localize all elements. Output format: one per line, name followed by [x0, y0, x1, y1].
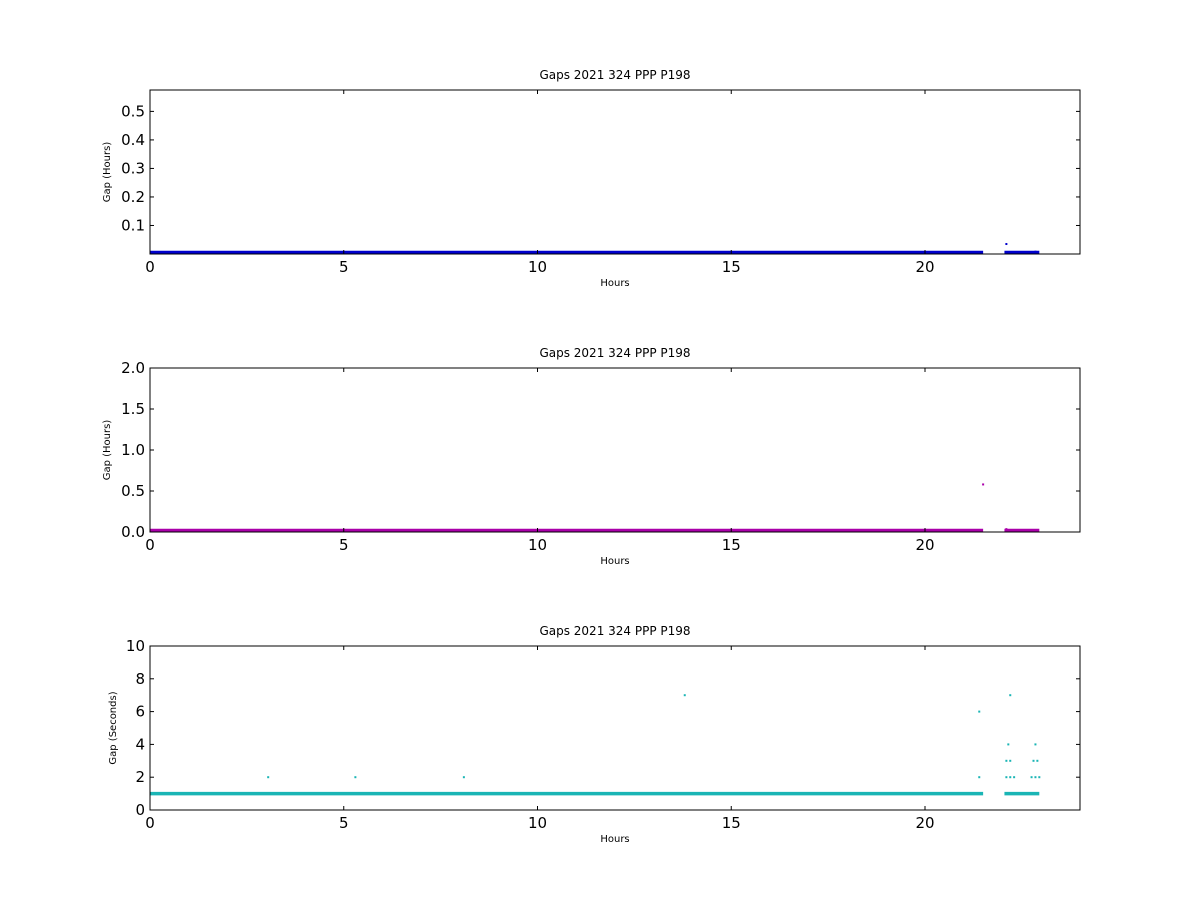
y-tick-label: 8	[135, 670, 145, 688]
data-point	[982, 483, 985, 486]
data-point	[354, 776, 357, 779]
data-point	[1013, 776, 1016, 779]
y-tick-label: 0.3	[121, 159, 145, 177]
x-tick-label: 0	[145, 536, 155, 554]
x-tick-label: 5	[339, 258, 349, 276]
data-point	[1032, 759, 1035, 762]
data-point	[978, 776, 981, 779]
data-point	[1005, 776, 1008, 779]
chart-panel-3: Gaps 2021 324 PPP P198 0 5 10 15 20 0 2 4 6 8 10 Hou…	[108, 624, 1081, 845]
y-tick-label: 2	[135, 768, 145, 786]
y-tick-label: 0	[135, 801, 145, 819]
x-tick-label: 5	[339, 536, 349, 554]
data-point	[978, 710, 981, 713]
data-point	[1030, 776, 1033, 779]
data-point	[683, 694, 686, 697]
x-tick-label: 20	[915, 536, 934, 554]
chart-panel-1: Gaps 2021 324 PPP P198 0 5 10 15 20 0.1 0.2 0.3 0…	[102, 68, 1081, 289]
data-point	[1009, 759, 1012, 762]
y-tick-label: 0.4	[121, 131, 145, 149]
x-tick-label: 0	[145, 258, 155, 276]
data-marks	[150, 483, 1040, 533]
data-point	[462, 776, 465, 779]
y-tick-label: 0.1	[121, 216, 145, 234]
y-axis-label: Gap (Hours)	[102, 420, 113, 481]
chart-panel-2: Gaps 2021 324 PPP P198 0 5 10 15 20 0.0 0.5 1.0 1…	[102, 346, 1081, 567]
x-tick-label: 20	[915, 814, 934, 832]
data-point	[1034, 743, 1037, 746]
data-point	[1005, 759, 1008, 762]
data-point	[1009, 694, 1012, 697]
chart-title: Gaps 2021 324 PPP P198	[539, 346, 690, 360]
y-tick-label: 10	[126, 637, 145, 655]
data-point	[1034, 776, 1037, 779]
axes-frame	[149, 89, 1081, 255]
x-tick-label: 20	[915, 258, 934, 276]
y-tick-label: 0.5	[121, 482, 145, 500]
data-marks	[150, 694, 1041, 796]
x-tick-label: 10	[528, 258, 547, 276]
data-point	[1005, 528, 1008, 531]
x-tick-label: 15	[722, 536, 741, 554]
data-point	[1007, 743, 1010, 746]
x-tick-label: 15	[722, 814, 741, 832]
axes-frame	[149, 645, 1081, 811]
x-tick-label: 15	[722, 258, 741, 276]
data-point	[1038, 776, 1041, 779]
data-marks	[150, 243, 1040, 255]
x-tick-label: 10	[528, 814, 547, 832]
y-tick-label: 1.5	[121, 400, 145, 418]
data-point	[1005, 243, 1008, 246]
y-axis-label: Gap (Seconds)	[108, 691, 119, 764]
y-tick-label: 1.0	[121, 441, 145, 459]
y-tick-label: 6	[135, 703, 145, 721]
y-tick-label: 0.0	[121, 523, 145, 541]
x-axis-label: Hours	[600, 556, 629, 567]
data-point	[1009, 776, 1012, 779]
data-point	[267, 776, 270, 779]
y-tick-label: 0.5	[121, 102, 145, 120]
y-tick-label: 0.2	[121, 188, 145, 206]
x-axis-label: Hours	[600, 834, 629, 845]
x-axis-label: Hours	[600, 278, 629, 289]
y-tick-label: 2.0	[121, 359, 145, 377]
x-tick-label: 10	[528, 536, 547, 554]
data-point	[1034, 250, 1037, 253]
x-tick-label: 0	[145, 814, 155, 832]
chart-title: Gaps 2021 324 PPP P198	[539, 624, 690, 638]
y-axis-label: Gap (Hours)	[102, 142, 113, 203]
chart-title: Gaps 2021 324 PPP P198	[539, 68, 690, 82]
data-point	[1036, 251, 1039, 254]
data-point	[1036, 759, 1039, 762]
x-tick-label: 5	[339, 814, 349, 832]
y-tick-label: 4	[135, 735, 145, 753]
